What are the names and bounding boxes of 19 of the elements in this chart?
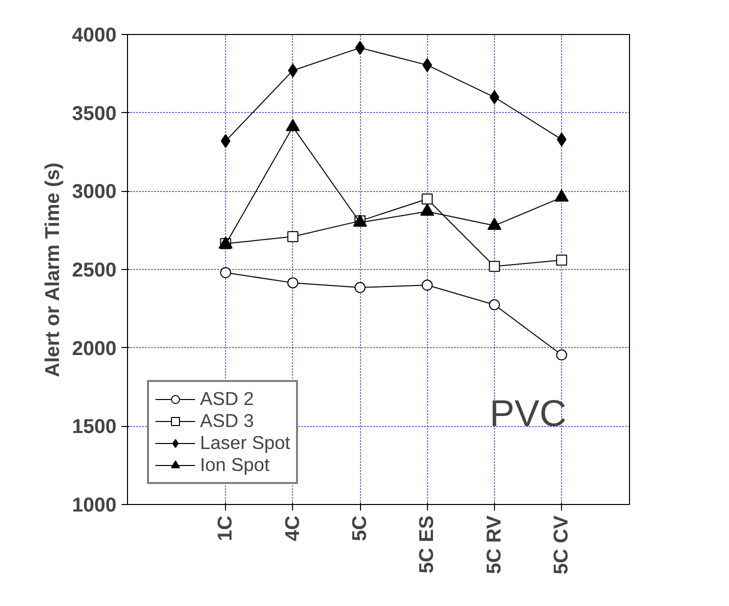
legend-label: ASD 3	[200, 410, 254, 432]
legend-label: ASD 2	[200, 388, 254, 410]
legend-label: Laser Spot	[200, 432, 290, 454]
y-axis-title: Alert or Alarm Time (s)	[42, 162, 64, 378]
x-tick-label: 4C	[282, 515, 304, 542]
annotation: PVC	[490, 392, 566, 434]
y-tick-label: 4000	[72, 24, 117, 46]
y-tick-label: 3000	[72, 181, 117, 204]
y-tick-label: 2000	[72, 338, 117, 360]
x-tick-label: 5C ES	[416, 515, 438, 574]
y-tick-label: 3500	[72, 102, 117, 125]
y-tick-label: 1500	[72, 416, 117, 438]
legend-label: Ion Spot	[200, 454, 270, 476]
x-tick-label: 5C RV	[483, 514, 506, 574]
x-tick-label: 5C	[349, 515, 372, 542]
x-tick-label: 1C	[214, 515, 237, 542]
y-tick-label: 2500	[72, 260, 117, 282]
x-tick-label: 5C CV	[550, 514, 573, 574]
y-tick-label: 1000	[72, 494, 117, 516]
